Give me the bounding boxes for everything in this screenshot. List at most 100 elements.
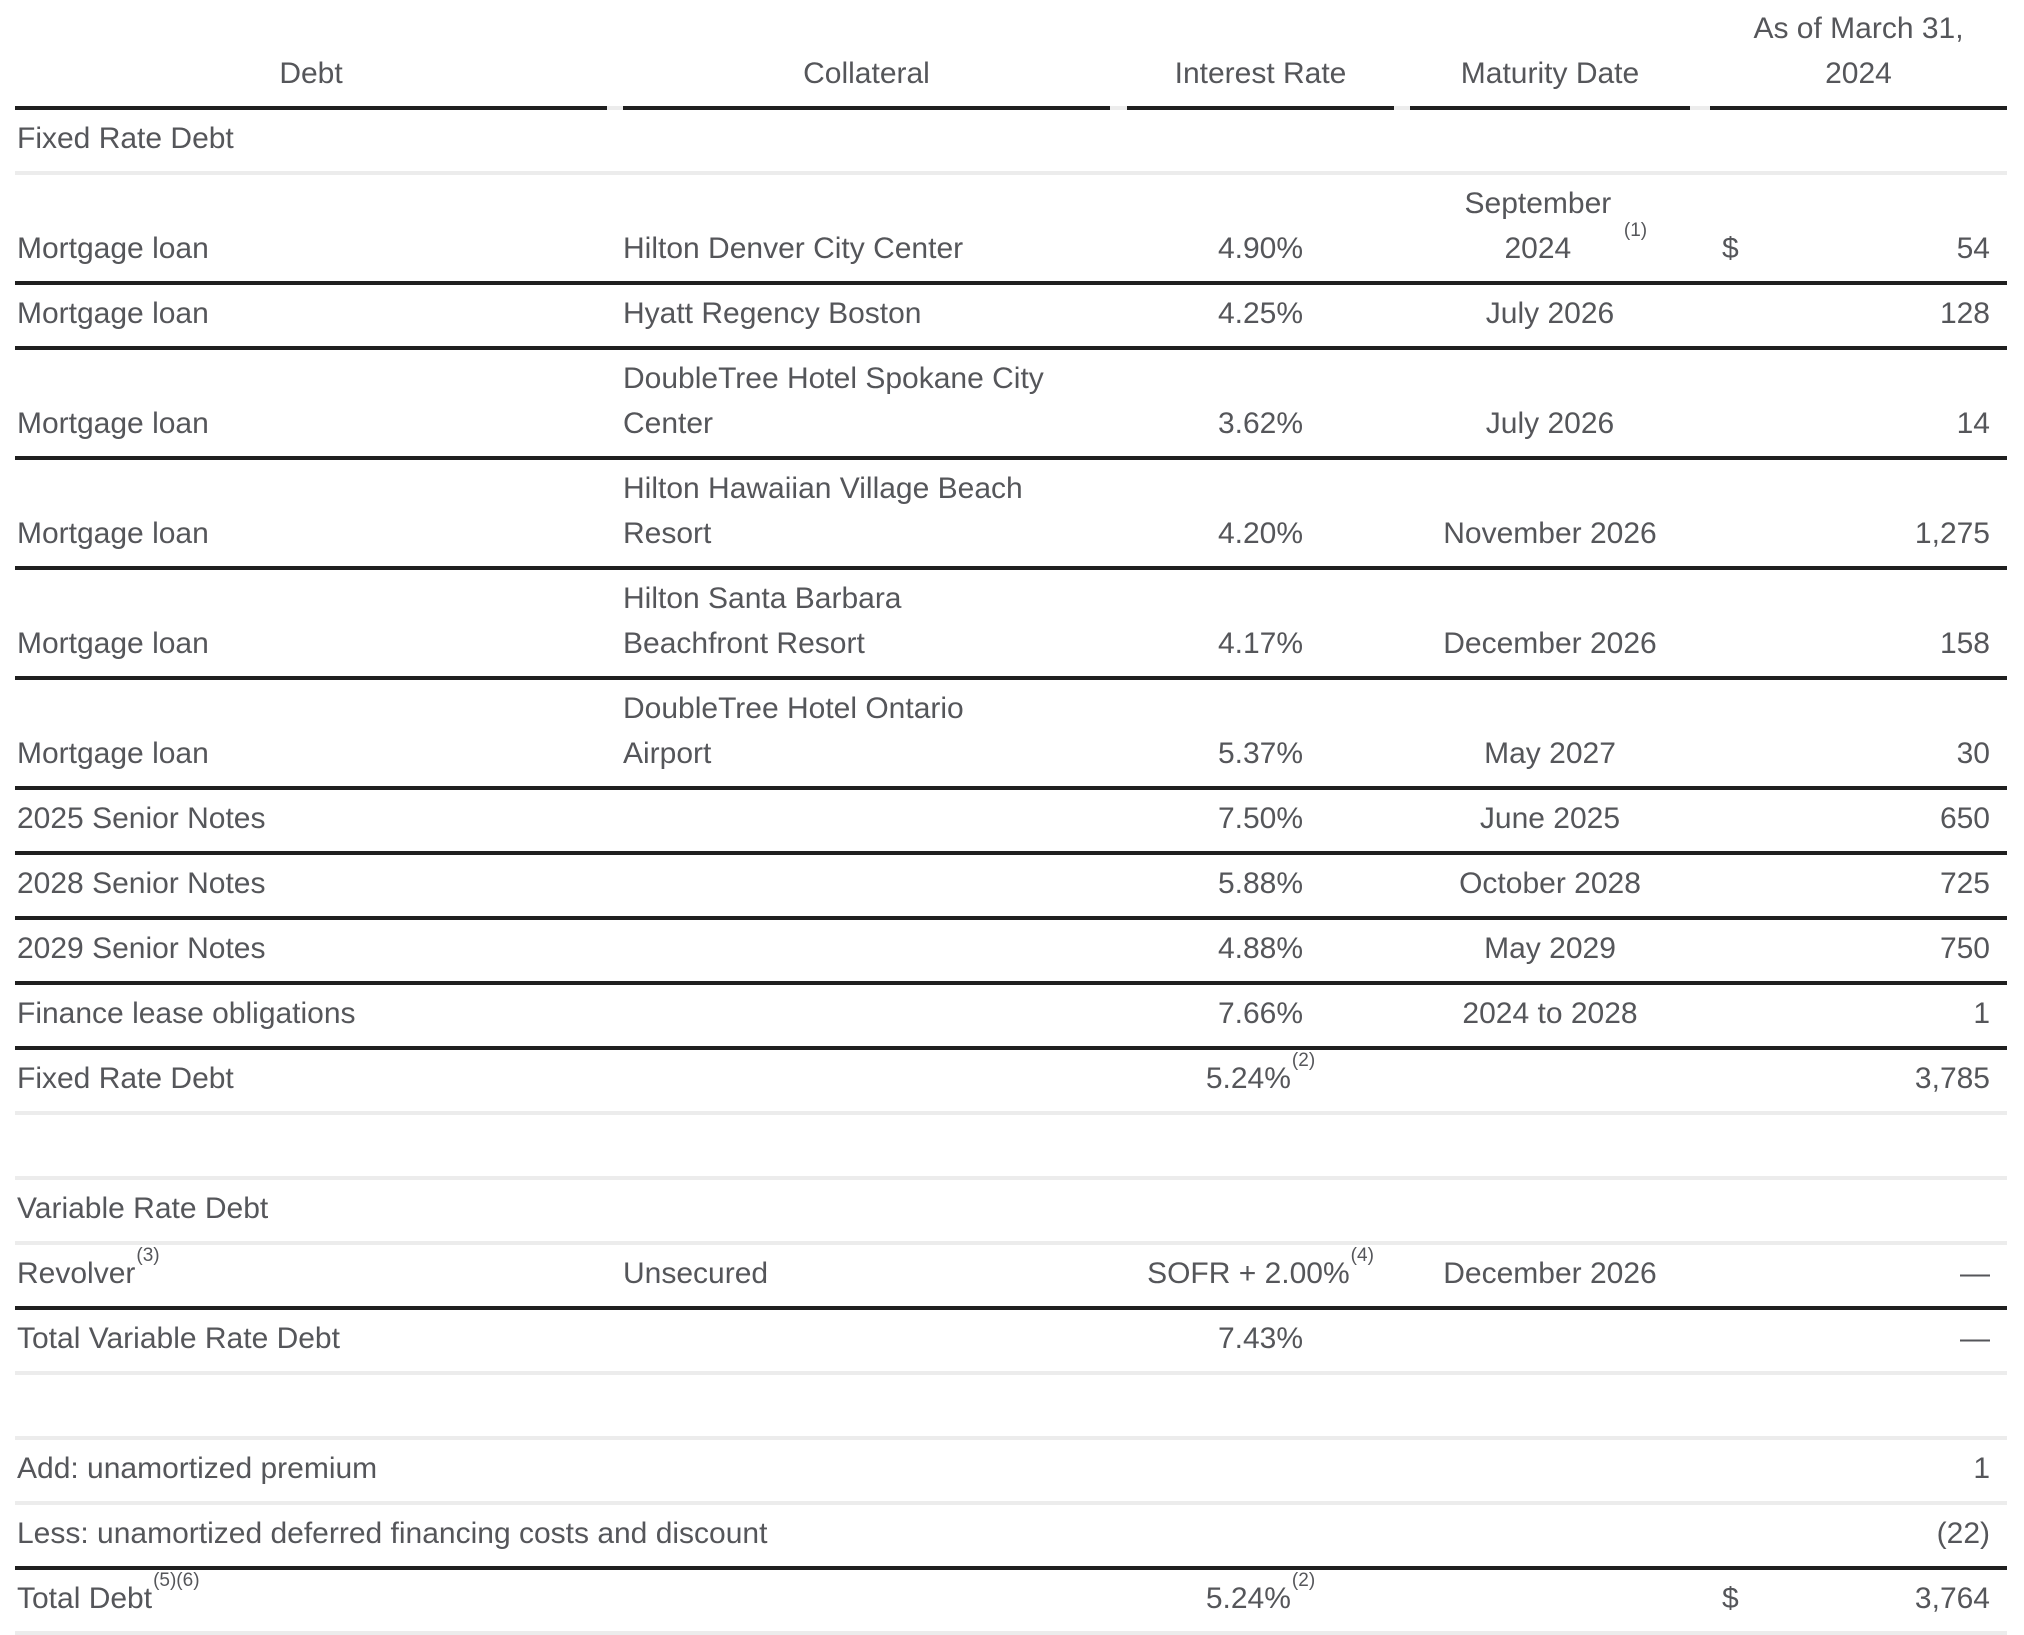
row-total-debt: Total Debt(5)(6) 5.24%(2) $ 3,764 bbox=[15, 1568, 2007, 1635]
debt-cell: Finance lease obligations bbox=[15, 983, 1110, 1050]
row-2029-senior-notes: 2029 Senior Notes 4.88% May 2029 750 bbox=[15, 918, 2007, 985]
cell-text: November 2026 bbox=[1443, 517, 1657, 550]
cell-text: As of March 31, 2024 bbox=[1753, 12, 1964, 90]
debt-cell: 2028 Senior Notes bbox=[15, 853, 1110, 920]
cell-text: Unsecured bbox=[623, 1257, 769, 1290]
debt-cell: Fixed Rate Debt bbox=[15, 1048, 1110, 1115]
column-spacer bbox=[1110, 788, 1127, 855]
cell-text: Mortgage loan bbox=[17, 627, 209, 660]
column-header-collateral: Collateral bbox=[623, 0, 1110, 110]
amount-cell: 158 bbox=[1780, 568, 2007, 680]
maturity-date-cell: May 2029 bbox=[1410, 918, 1690, 985]
interest-rate-cell: 5.37% bbox=[1127, 678, 1394, 790]
cell-text: 2024 to 2028 bbox=[1462, 997, 1638, 1030]
amount-cell: 1,275 bbox=[1780, 458, 2007, 570]
amount-cell: — bbox=[1780, 1308, 2007, 1375]
cell-text: 2029 Senior Notes bbox=[17, 932, 266, 965]
row-finance-lease-obligations: Finance lease obligations 7.66% 2024 to … bbox=[15, 983, 2007, 1050]
cell-text: July 2026 bbox=[1485, 297, 1615, 330]
currency-cell: $ bbox=[1710, 173, 1780, 285]
amount-cell: 14 bbox=[1780, 348, 2007, 460]
cell-text: Hilton Hawaiian Village Beach Resort bbox=[623, 472, 1023, 550]
column-spacer bbox=[1110, 458, 1127, 570]
cell-text: Fixed Rate Debt bbox=[17, 1062, 234, 1095]
debt-cell: Mortgage loan bbox=[15, 568, 607, 680]
debt-cell: Mortgage loan bbox=[15, 173, 607, 285]
column-spacer bbox=[1690, 1243, 1710, 1310]
column-spacer bbox=[1110, 678, 1127, 790]
currency-cell bbox=[1710, 788, 1780, 855]
column-spacer bbox=[1690, 788, 1710, 855]
section-row-variable-rate-debt: Variable Rate Debt bbox=[15, 1178, 2007, 1245]
column-spacer bbox=[1394, 853, 1410, 920]
column-spacer bbox=[1690, 983, 1710, 1050]
column-spacer bbox=[1394, 1048, 1410, 1115]
column-spacer bbox=[607, 348, 623, 460]
cell-text: July 2026 bbox=[1485, 407, 1615, 440]
maturity-date-cell: June 2025 bbox=[1410, 788, 1690, 855]
maturity-date-cell bbox=[1410, 1048, 1690, 1115]
interest-rate-cell: 4.17% bbox=[1127, 568, 1394, 680]
debt-schedule-table: Debt Collateral Interest Rate Maturity D… bbox=[15, 0, 2007, 1635]
cell-text: May 2029 bbox=[1484, 932, 1616, 965]
amount-cell: 128 bbox=[1780, 283, 2007, 350]
header-spacer bbox=[1110, 0, 1127, 110]
maturity-date-cell: July 2026 bbox=[1410, 283, 1690, 350]
debt-cell: 2025 Senior Notes bbox=[15, 788, 1110, 855]
cell-text: Finance lease obligations bbox=[17, 997, 356, 1030]
row-mortgage-loan-hawaiian: Mortgage loan Hilton Hawaiian Village Be… bbox=[15, 458, 2007, 570]
header-spacer bbox=[1394, 0, 1410, 110]
debt-cell: Mortgage loan bbox=[15, 348, 607, 460]
footnote-ref: (2) bbox=[1291, 1050, 1316, 1071]
interest-rate-cell: SOFR + 2.00%(4) bbox=[1127, 1243, 1394, 1310]
interest-rate-cell: 4.90% bbox=[1127, 173, 1394, 285]
column-spacer bbox=[1690, 1048, 1710, 1115]
cell-text: 3.62% bbox=[1217, 407, 1304, 440]
currency-cell: $ bbox=[1710, 1568, 1780, 1635]
cell-text: June 2025 bbox=[1479, 802, 1621, 835]
maturity-date-cell: July 2026 bbox=[1410, 348, 1690, 460]
currency-cell bbox=[1710, 348, 1780, 460]
column-spacer bbox=[607, 173, 623, 285]
currency-cell bbox=[1710, 1503, 1780, 1570]
maturity-date-cell: 2024 to 2028 bbox=[1410, 983, 1690, 1050]
column-spacer bbox=[1394, 458, 1410, 570]
cell-text: Hilton Denver City Center bbox=[623, 232, 964, 265]
column-spacer bbox=[1690, 1568, 1710, 1635]
section-label: Fixed Rate Debt bbox=[15, 108, 2007, 175]
cell-text: September 2024 bbox=[1464, 187, 1612, 265]
cell-text: 2028 Senior Notes bbox=[17, 867, 266, 900]
cell-text: 4.88% bbox=[1217, 932, 1304, 965]
cell-text: Hyatt Regency Boston bbox=[623, 297, 922, 330]
header-spacer bbox=[607, 0, 623, 110]
amount-cell: 750 bbox=[1780, 918, 2007, 985]
cell-text: Mortgage loan bbox=[17, 517, 209, 550]
column-spacer bbox=[1690, 853, 1710, 920]
currency-cell bbox=[1710, 678, 1780, 790]
amount-cell: 1 bbox=[1780, 983, 2007, 1050]
row-mortgage-loan-santa-barbara: Mortgage loan Hilton Santa Barbara Beach… bbox=[15, 568, 2007, 680]
column-spacer bbox=[1394, 788, 1410, 855]
column-spacer bbox=[1110, 983, 1127, 1050]
interest-rate-cell: 4.20% bbox=[1127, 458, 1394, 570]
currency-cell bbox=[1710, 918, 1780, 985]
column-spacer bbox=[1690, 1503, 1710, 1570]
column-spacer bbox=[1690, 1308, 1710, 1375]
maturity-date-cell: December 2026 bbox=[1410, 1243, 1690, 1310]
row-2025-senior-notes: 2025 Senior Notes 7.50% June 2025 650 bbox=[15, 788, 2007, 855]
debt-cell: Mortgage loan bbox=[15, 678, 607, 790]
amount-cell: 3,785 bbox=[1780, 1048, 2007, 1115]
currency-cell bbox=[1710, 1048, 1780, 1115]
column-spacer bbox=[607, 458, 623, 570]
cell-text: December 2026 bbox=[1443, 1257, 1657, 1290]
cell-text: 5.24% bbox=[1205, 1582, 1291, 1615]
cell-text: Revolver bbox=[17, 1257, 136, 1290]
column-spacer bbox=[1110, 283, 1127, 350]
footnote-ref: (2) bbox=[1291, 1570, 1316, 1591]
debt-cell: Add: unamortized premium bbox=[15, 1438, 1690, 1505]
currency-cell bbox=[1710, 1308, 1780, 1375]
amount-cell: 1 bbox=[1780, 1438, 2007, 1505]
footnote-ref: (4) bbox=[1350, 1245, 1374, 1266]
maturity-date-cell bbox=[1410, 1308, 1690, 1375]
cell-text: Hilton Santa Barbara Beachfront Resort bbox=[623, 582, 902, 660]
